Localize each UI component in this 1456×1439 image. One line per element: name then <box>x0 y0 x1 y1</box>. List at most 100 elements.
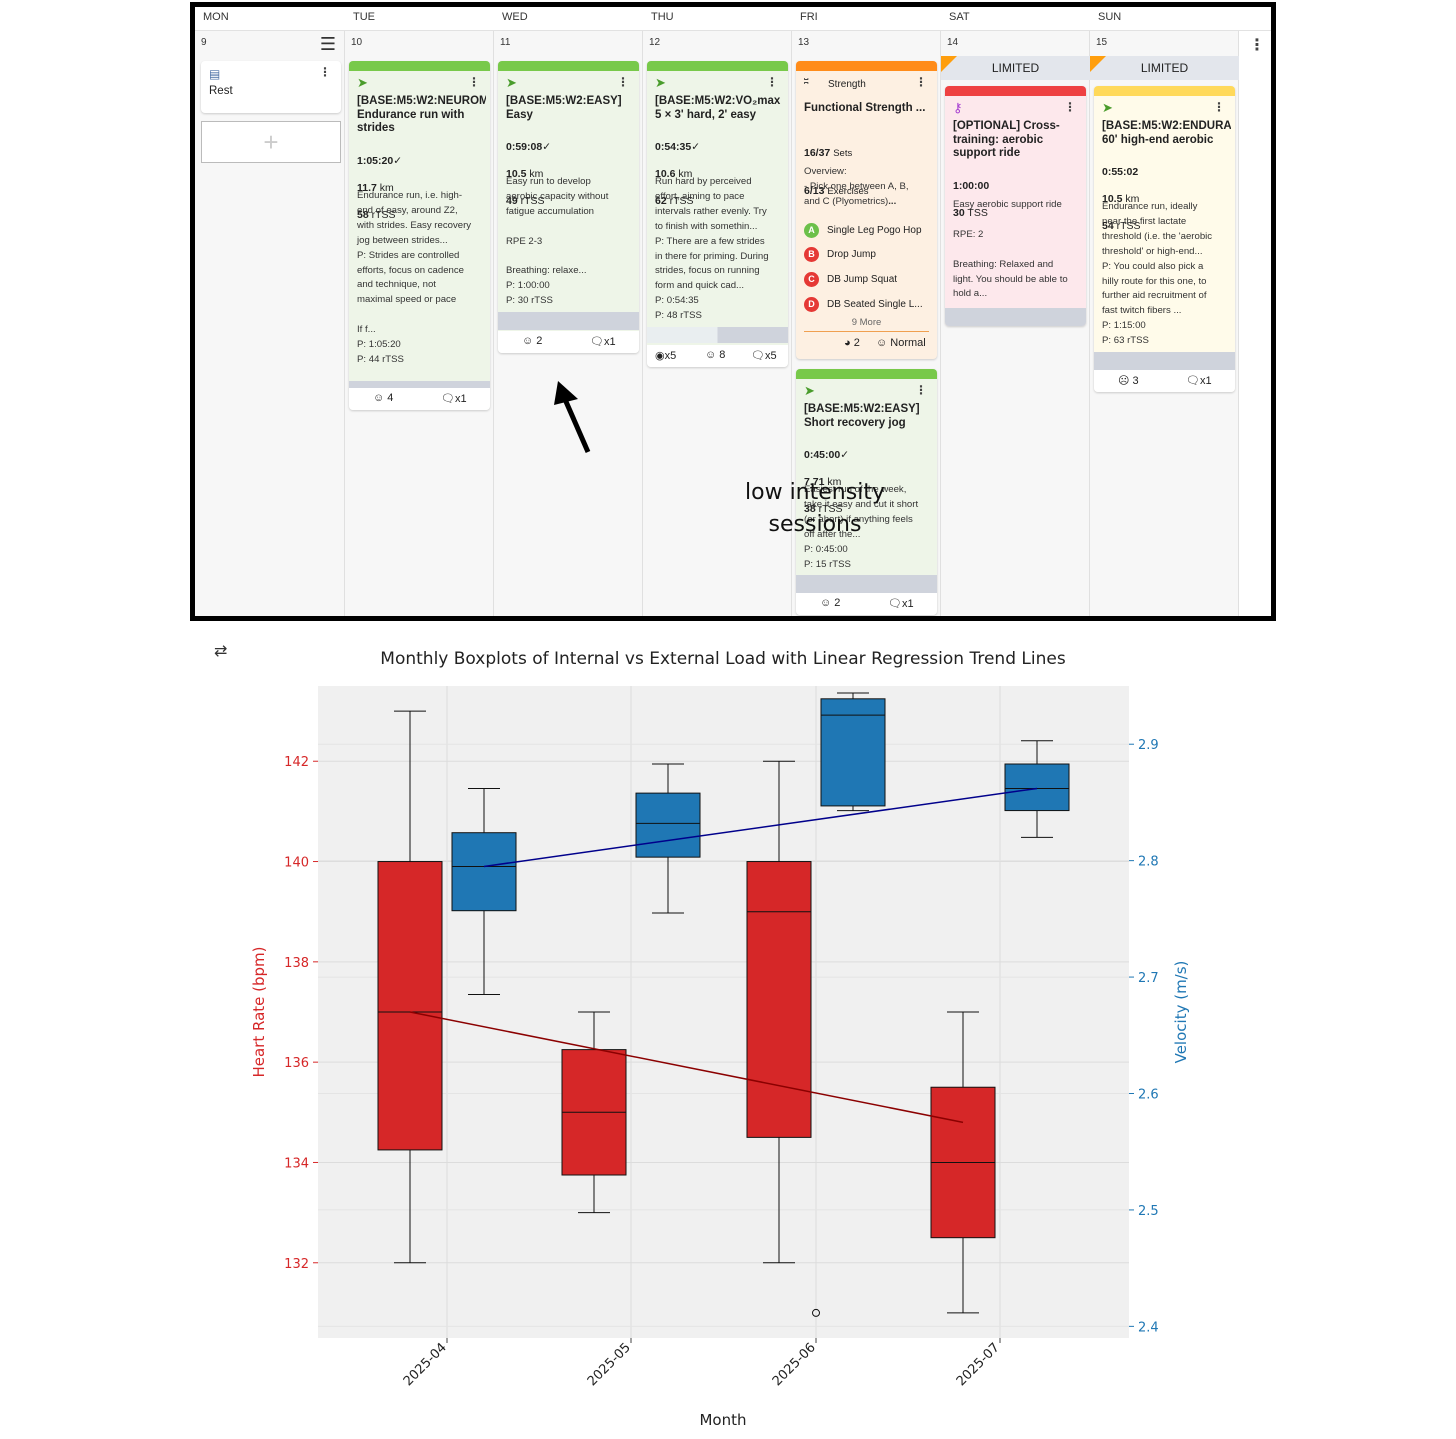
menu-icon[interactable]: ☰ <box>319 34 336 54</box>
tune-icon[interactable]: ⇄ <box>214 643 228 660</box>
more-options-icon[interactable]: ⋮ <box>915 75 927 89</box>
workout-stats: 0:45:00✓ 7.71 km 38 rTSS <box>804 435 933 516</box>
distance: 7.71 <box>804 475 825 488</box>
exercise-letter-badge: D <box>804 297 819 312</box>
distance-unit: km <box>1125 192 1140 205</box>
exercise-item[interactable]: D DB Seated Single L... <box>804 297 923 312</box>
card-footer: ◉x5 ☺ 8 🗨x5 <box>647 345 788 367</box>
load: 38 <box>804 502 816 515</box>
feel-value: 2 <box>834 597 841 609</box>
more-options-icon[interactable]: ⋮ <box>1249 37 1265 54</box>
left-tick-label: 134 <box>284 1156 309 1171</box>
shoe-icon: ➤ <box>655 75 666 90</box>
strength-card-fri[interactable]: ⎶ Strength ⋮ Functional Strength ... 16/… <box>796 61 937 359</box>
more-options-icon[interactable]: ⋮ <box>319 65 331 79</box>
workout-card-thu[interactable]: ➤ ⋮ [BASE:M5:W2:VO₂max 5 × 3' hard, 2' e… <box>647 61 788 367</box>
day-label: SUN <box>1098 11 1122 23</box>
workout-description: Easy aerobic support ride RPE: 2 Breathi… <box>953 199 1068 300</box>
sets-label: Sets <box>833 148 853 159</box>
workout-stats: 0:59:08✓ 10.5 km 49 rTSS <box>506 127 635 208</box>
add-workout-button[interactable]: + <box>201 121 341 163</box>
distance: 11.7 <box>357 181 377 194</box>
hr-trend-line <box>409 1011 964 1124</box>
medal-count: x5 <box>664 350 677 362</box>
feel-indicator[interactable]: ☺ 8 <box>705 349 726 361</box>
date-number: 9 <box>201 37 207 48</box>
workout-card-wed[interactable]: ➤ ⋮ [BASE:M5:W2:EASY] Easy 0:59:08✓ 10.5… <box>498 61 639 353</box>
load-unit: rTSS <box>520 194 545 207</box>
workout-card-sun[interactable]: ➤ ⋮ [BASE:M5:W2:ENDURA 60' high-end aero… <box>1094 86 1235 392</box>
workout-card-tue[interactable]: ➤ ⋮ [BASE:M5:W2:NEUROM Endurance run wit… <box>349 61 490 410</box>
comment-count: x1 <box>454 393 467 405</box>
more-options-icon[interactable]: ⋮ <box>617 75 629 89</box>
left-tick-label: 140 <box>284 856 309 871</box>
more-options-icon[interactable]: ⋮ <box>915 383 927 397</box>
exercise-letter-badge: A <box>804 223 819 238</box>
overview-ellipsis: ... <box>888 195 897 207</box>
limited-label: LIMITED <box>1140 61 1189 75</box>
limited-banner: LIMITED <box>1090 56 1239 80</box>
feel-indicator[interactable]: ☺ 4 <box>373 392 394 404</box>
day-column-thu: 12 ➤ ⋮ [BASE:M5:W2:VO₂max 5 × 3' hard, 2… <box>643 31 792 616</box>
workout-color-bar <box>796 61 937 71</box>
load-unit: rTSS <box>1116 219 1141 232</box>
comment-indicator[interactable]: 🗨x1 <box>1186 375 1212 387</box>
comment-indicator[interactable]: 🗨x1 <box>441 393 467 405</box>
rest-label: Rest <box>209 85 233 97</box>
workout-description: Easiest run of the week, take it easy an… <box>804 484 919 570</box>
workout-type-label: Strength <box>828 79 866 90</box>
limited-label: LIMITED <box>991 61 1040 75</box>
comment-indicator[interactable]: 🗨x1 <box>888 598 914 610</box>
day-header-mon: MON <box>195 7 345 31</box>
date-number: 11 <box>500 37 511 48</box>
shoe-icon: ➤ <box>506 75 517 90</box>
duration: 0:54:35 <box>655 140 692 153</box>
feel-indicator[interactable]: ☺ Normal <box>876 337 926 349</box>
feel-indicator[interactable]: ☹ 3 <box>1118 375 1139 387</box>
workout-card-sat[interactable]: ⚷ ⋮ [OPTIONAL] Cross- training: aerobic … <box>945 86 1086 326</box>
duration: 0:59:08 <box>506 140 543 153</box>
workout-stats: 0:54:35✓ 10.6 km 62 rTSS <box>655 127 784 208</box>
feel-indicator[interactable]: ☺ 2 <box>820 597 841 609</box>
more-exercises-link[interactable]: 9 More <box>851 317 882 328</box>
more-options-icon[interactable]: ⋮ <box>766 75 778 89</box>
date-number: 13 <box>798 37 810 48</box>
more-options-icon[interactable]: ⋮ <box>1213 100 1225 114</box>
distance-unit: km <box>379 181 394 194</box>
exercise-item[interactable]: C DB Jump Squat <box>804 272 897 287</box>
left-axis-label: Heart Rate (bpm) <box>250 946 268 1077</box>
limited-flag-icon <box>1090 56 1106 72</box>
shoe-icon: ➤ <box>804 383 815 398</box>
exercise-name: Single Leg Pogo Hop <box>827 225 922 236</box>
workout-description: Overview: - Pick one between A, B, and C… <box>804 166 909 207</box>
comment-indicator[interactable]: 🗨x1 <box>590 336 616 348</box>
workout-stats: 1:05:20✓ 11.7 km 58 rTSS <box>357 141 486 222</box>
date-number: 10 <box>351 37 363 48</box>
limited-flag-icon <box>941 56 957 72</box>
right-tick-label: 2.8 <box>1138 855 1159 870</box>
effort-indicator[interactable]: ◕ 2 <box>844 337 860 349</box>
load-unit: TSS <box>967 206 988 219</box>
workout-card-fri[interactable]: ➤ ⋮ [BASE:M5:W2:EASY] Short recovery jog… <box>796 369 937 615</box>
right-tick-label: 2.5 <box>1138 1204 1159 1219</box>
annotation-text: low intensity sessions <box>745 480 885 537</box>
medal-indicator[interactable]: ◉x5 <box>655 350 677 362</box>
workout-description: Run hard by perceived effort, aiming to … <box>655 176 769 322</box>
bike-icon: ⚷ <box>953 100 963 115</box>
rest-card[interactable]: ▤ ⋮ Rest <box>201 61 341 113</box>
feel-indicator[interactable]: ☺ 2 <box>522 335 543 347</box>
day-header-sat: SAT <box>941 7 1090 31</box>
card-footer: ☺ 2 🗨x1 <box>796 593 937 615</box>
x-tick-label: 2025-07 <box>954 1340 1003 1389</box>
comment-count: x1 <box>603 336 616 348</box>
exercise-item[interactable]: B Drop Jump <box>804 247 876 262</box>
more-options-icon[interactable]: ⋮ <box>1064 100 1076 114</box>
load: 58 <box>357 208 369 221</box>
comment-indicator[interactable]: 🗨x5 <box>751 350 777 362</box>
exercise-item[interactable]: A Single Leg Pogo Hop <box>804 223 922 238</box>
more-options-icon[interactable]: ⋮ <box>468 75 480 89</box>
sofa-icon: ▤ <box>209 67 221 81</box>
distance: 10.6 <box>655 167 676 180</box>
distance: 10.5 <box>506 167 527 180</box>
duration: 1:05:20 <box>357 154 394 167</box>
